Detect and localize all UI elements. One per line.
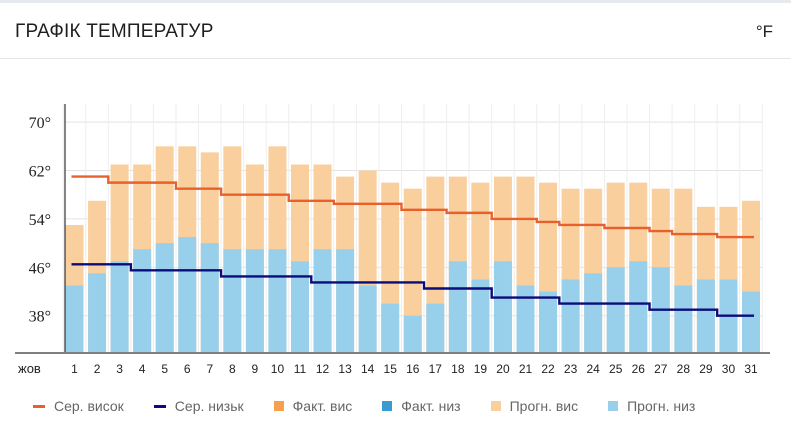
x-tick-label: 18	[451, 362, 465, 376]
x-month-label: жов	[18, 361, 41, 376]
x-tick-label: 19	[474, 362, 488, 376]
x-tick-label: 6	[184, 362, 191, 376]
x-tick-label: 29	[699, 362, 713, 376]
forecast-low-bar	[742, 291, 760, 352]
x-tick-label: 10	[271, 362, 285, 376]
forecast-low-bar	[155, 243, 174, 352]
legend-swatch	[608, 401, 619, 411]
x-tick-label: 17	[429, 362, 443, 376]
x-tick-label: 26	[632, 362, 646, 376]
forecast-low-bar	[313, 249, 332, 352]
forecast-low-bar	[606, 267, 625, 352]
x-tick-label: 2	[94, 362, 101, 376]
forecast-low-bar	[178, 237, 197, 352]
x-tick-label: 14	[361, 362, 375, 376]
x-tick-label: 3	[116, 362, 123, 376]
legend-label: Факт. низ	[401, 398, 461, 414]
forecast-low-bar	[539, 291, 558, 352]
forecast-low-bar	[561, 279, 580, 352]
forecast-low-bar	[200, 243, 219, 352]
x-tick-label: 20	[496, 362, 510, 376]
forecast-low-bar	[223, 249, 242, 352]
unit-toggle[interactable]: °F	[755, 22, 773, 41]
x-tick-label: 7	[206, 362, 213, 376]
forecast-low-bar	[471, 279, 490, 352]
x-tick-label: 22	[541, 362, 555, 376]
forecast-low-bar	[65, 285, 84, 352]
legend-item-avg-low[interactable]: Сер. низьк	[153, 398, 244, 414]
legend-item-actual-high[interactable]: Факт. вис	[273, 398, 353, 414]
legend-label: Факт. вис	[292, 398, 353, 414]
legend-label: Прогн. вис	[509, 398, 579, 414]
legend-swatch	[153, 404, 166, 408]
forecast-low-bar	[696, 279, 715, 352]
forecast-low-bar	[268, 249, 287, 352]
legend-swatch	[490, 401, 501, 411]
forecast-low-bar	[584, 273, 603, 352]
legend-item-actual-low[interactable]: Факт. низ	[382, 398, 461, 414]
x-tick-label: 27	[654, 362, 668, 376]
y-tick-label: 62°	[29, 164, 51, 181]
x-tick-label: 21	[519, 362, 533, 376]
x-tick-label: 9	[252, 362, 259, 376]
top-border	[0, 0, 791, 3]
x-tick-label: 4	[139, 362, 146, 376]
forecast-low-bar	[133, 249, 152, 352]
y-tick-label: 38°	[29, 309, 51, 326]
chart-legend: Сер. висок Сер. низьк Факт. вис Факт. низ Пр…	[33, 398, 725, 414]
forecast-low-bar	[674, 285, 693, 352]
x-tick-label: 16	[406, 362, 420, 376]
forecast-low-bar	[426, 303, 445, 352]
y-tick-label: 54°	[29, 212, 51, 229]
x-tick-label: 28	[677, 362, 691, 376]
avg-high-line	[71, 175, 754, 239]
legend-label: Сер. висок	[54, 398, 124, 414]
legend-swatch	[33, 404, 45, 408]
legend-swatch	[273, 401, 284, 411]
legend-label: Сер. низьк	[174, 398, 244, 414]
chart-header: ГРАФІК ТЕМПЕРАТУР °F	[0, 3, 791, 59]
forecast-low-bar	[245, 249, 264, 352]
x-tick-label: 12	[316, 362, 330, 376]
legend-item-avg-high[interactable]: Сер. висок	[33, 398, 124, 414]
forecast-low-bar	[88, 273, 107, 352]
legend-label: Прогн. низ	[627, 398, 696, 414]
x-tick-label: 5	[161, 362, 168, 376]
legend-item-forecast-low[interactable]: Прогн. низ	[608, 398, 695, 414]
forecast-low-bar	[291, 261, 309, 352]
x-tick-label: 15	[384, 362, 398, 376]
x-tick-label: 1	[71, 362, 78, 376]
y-tick-label: 70°	[29, 115, 51, 132]
y-tick-label: 46°	[29, 260, 51, 277]
x-tick-label: 11	[294, 362, 307, 376]
x-tick-label: 23	[564, 362, 578, 376]
avg-low-line	[71, 263, 754, 317]
legend-swatch	[382, 401, 393, 411]
forecast-low-bar	[336, 249, 355, 352]
x-tick-label: 8	[229, 362, 236, 376]
forecast-low-bar	[403, 315, 422, 352]
forecast-low-bar	[493, 261, 512, 352]
forecast-low-bar	[381, 303, 400, 352]
forecast-low-bar	[448, 261, 467, 352]
forecast-low-bar	[110, 261, 129, 352]
x-tick-label: 25	[609, 362, 623, 376]
forecast-low-bar	[358, 285, 377, 352]
x-tick-label: 24	[586, 362, 600, 376]
x-tick-label: 30	[722, 362, 736, 376]
chart-title: ГРАФІК ТЕМПЕРАТУР	[15, 21, 214, 42]
x-tick-label: 31	[744, 362, 758, 376]
x-tick-label: 13	[338, 362, 352, 376]
forecast-low-bar	[629, 261, 648, 352]
forecast-high-bar	[403, 188, 422, 352]
forecast-low-bar	[516, 285, 535, 352]
legend-item-forecast-high[interactable]: Прогн. вис	[490, 398, 579, 414]
